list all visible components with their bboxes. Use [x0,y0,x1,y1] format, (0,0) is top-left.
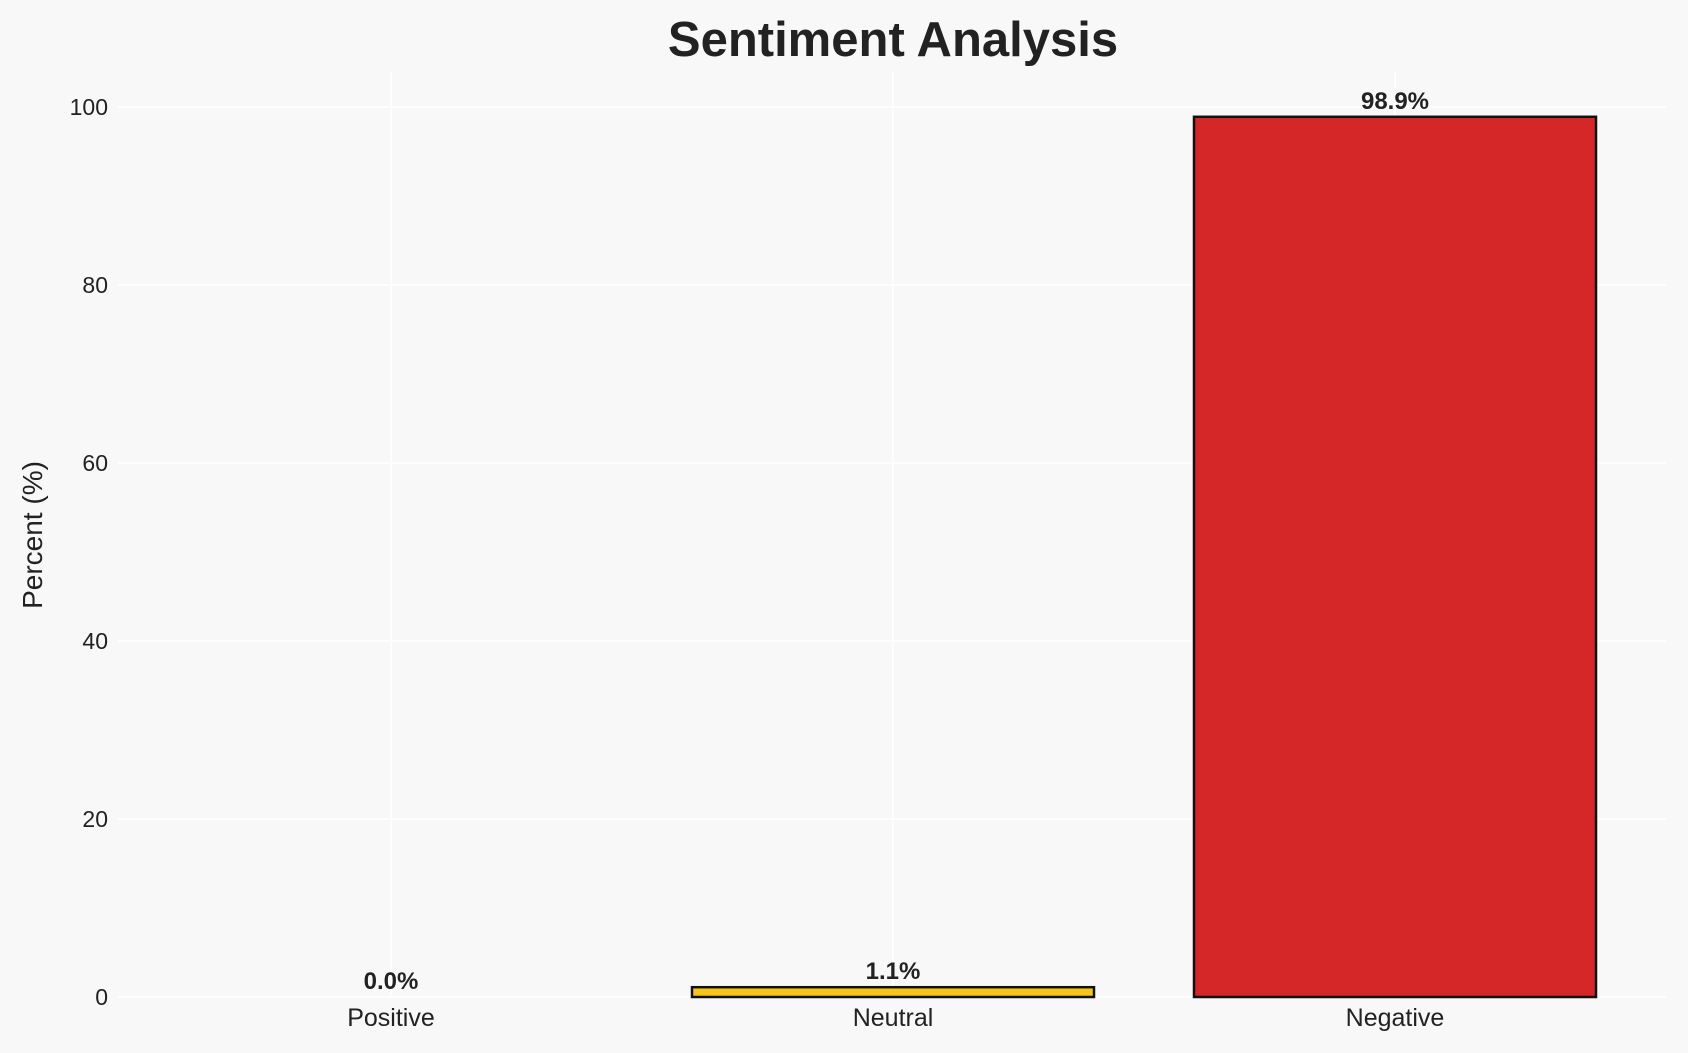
x-tick-label: Negative [1346,1004,1445,1032]
chart-title: Sentiment Analysis [668,13,1118,67]
data-label: 0.0% [364,968,419,995]
x-tick-label: Positive [347,1004,435,1032]
y-tick-label: 100 [70,94,108,120]
y-tick-label: 0 [95,984,108,1010]
bar-negative [1192,115,1598,999]
y-tick-label: 80 [82,272,108,298]
y-tick-label: 20 [82,806,108,832]
data-label: 98.9% [1361,88,1429,115]
bars: 0.0% 1.1% 98.9% [364,88,1598,999]
data-label: 1.1% [866,958,921,985]
bar-neutral [690,985,1096,999]
y-tick-label: 60 [82,450,108,476]
y-tick-label: 40 [82,628,108,654]
tick-labels: 0 20 40 60 80 100 Positive Neutral Negative [70,94,1445,1032]
y-axis-label: Percent (%) [17,461,48,609]
x-tick-label: Neutral [853,1004,934,1032]
